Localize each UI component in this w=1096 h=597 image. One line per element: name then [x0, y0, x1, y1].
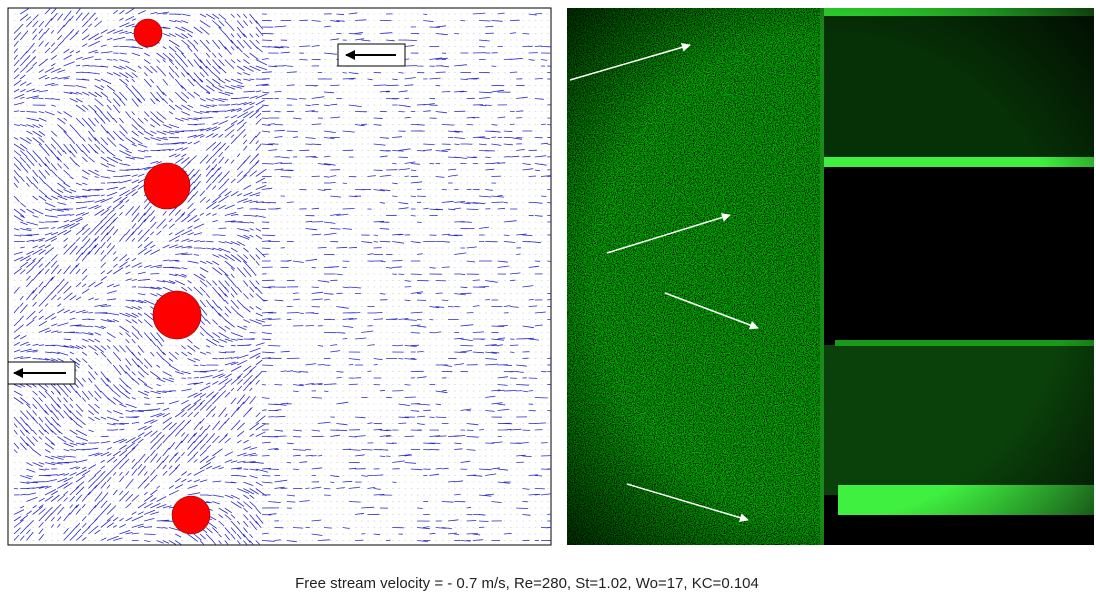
caption: Free stream velocity = - 0.7 m/s, Re=280… — [295, 575, 759, 592]
panel-frame — [8, 8, 551, 545]
flow-image-panel — [567, 8, 1094, 545]
cylinder — [172, 496, 210, 534]
cylinder — [134, 19, 162, 47]
page: Free stream velocity = - 0.7 m/s, Re=280… — [0, 0, 1096, 597]
vignette — [567, 8, 1094, 545]
cylinder — [144, 163, 190, 209]
vector-field-panel — [8, 4, 560, 551]
cylinder — [153, 291, 201, 339]
figure: Free stream velocity = - 0.7 m/s, Re=280… — [0, 0, 1096, 597]
